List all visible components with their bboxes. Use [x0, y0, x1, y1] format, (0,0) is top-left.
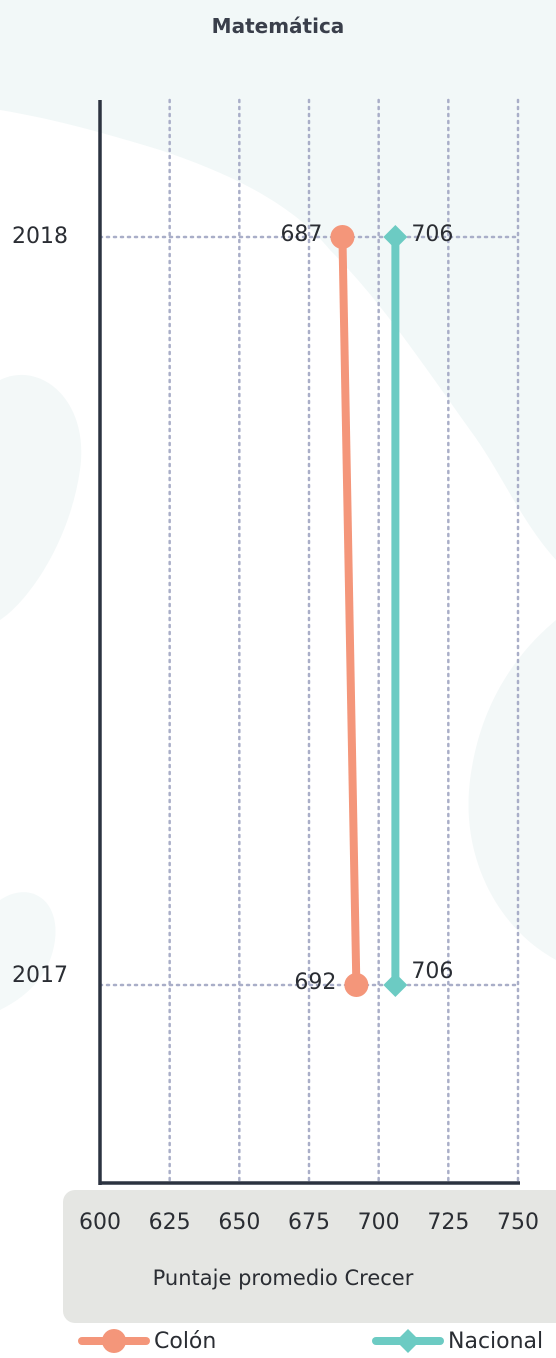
x-tick-label-675: 675 — [288, 1210, 330, 1235]
x-tick-label-600: 600 — [79, 1210, 121, 1235]
data-label-1-1: 706 — [411, 959, 454, 984]
data-label-1-0: 706 — [411, 222, 454, 247]
legend-label-nacional: Nacional — [448, 1328, 544, 1354]
x-tick-label-700: 700 — [357, 1210, 400, 1235]
y-tick-2017: 2017 — [12, 963, 68, 988]
point-1-0 — [383, 225, 408, 249]
chart-title: Matemática — [211, 14, 345, 38]
data-label-0-0: 687 — [280, 222, 323, 247]
x-tick-label-750: 750 — [497, 1210, 539, 1235]
x-axis-label: Puntaje promedio Crecer — [152, 1266, 414, 1290]
legend-item-colon: Colón — [78, 1326, 216, 1356]
legend-colon-marker — [78, 1329, 150, 1353]
x-tick-label-625: 625 — [148, 1210, 191, 1235]
point-1-1 — [383, 973, 408, 997]
series-line-0 — [338, 236, 361, 986]
data-label-0-1: 692 — [294, 970, 337, 995]
x-axis-panel — [63, 1190, 556, 1323]
legend-item-nacional: Nacional — [372, 1326, 543, 1356]
y-tick-2018: 2018 — [12, 224, 68, 249]
point-0-1 — [344, 973, 369, 997]
legend-label-colon: Colón — [154, 1328, 217, 1354]
x-tick-label-650: 650 — [218, 1210, 261, 1235]
point-0-0 — [330, 225, 355, 249]
legend-nacional-marker — [372, 1329, 444, 1353]
x-tick-label-725: 725 — [427, 1210, 470, 1235]
